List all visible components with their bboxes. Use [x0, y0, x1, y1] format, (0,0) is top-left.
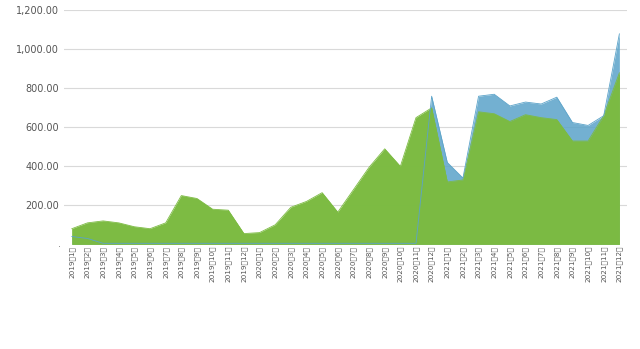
Text: .: .: [58, 239, 61, 249]
Legend: 中航锂电（三元）, 中航锂电（磷酸铁锂）: 中航锂电（三元）, 中航锂电（磷酸铁锂）: [259, 348, 432, 349]
